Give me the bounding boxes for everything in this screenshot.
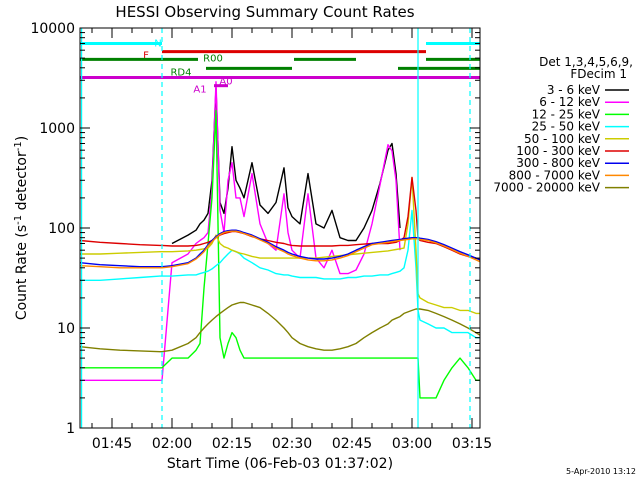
x-tick-label-02-15: 02:15 [212, 436, 252, 452]
y-axis-label-mid: detector [14, 151, 30, 215]
series-line-3-6-kev [171, 87, 401, 245]
series-line-50-100-kev [80, 176, 480, 315]
y-tick-label-1000: 1000 [39, 121, 75, 137]
legend-label-7000-20000-kev: 7000 - 20000 keV [493, 181, 600, 195]
x-tick-label-02-00: 02:00 [152, 436, 192, 452]
flag-label-rd4: RD4 [170, 67, 191, 78]
legend-header-1: Det 1,3,4,5,6,9, [539, 55, 633, 69]
y-tick-label-10000: 10000 [30, 21, 75, 37]
x-tick-label-03-15: 03:15 [452, 436, 492, 452]
flag-label-f: F [143, 51, 149, 62]
y-axis-label: Count Rate (s-1 detector-1) [13, 136, 30, 320]
x-tick-label-03-00: 03:00 [392, 436, 432, 452]
flag-label-a0: A0 [219, 76, 232, 87]
legend-label-12-25-kev: 12 - 25 keV [532, 107, 601, 121]
x-axis-ticks: 01:45 02:00 02:15 02:30 02:45 03:00 03:15 [91, 28, 492, 452]
legend-label-6-12-kev: 6 - 12 keV [539, 95, 601, 109]
flag-label-a1: A1 [193, 85, 206, 96]
y-tick-label-10: 10 [57, 321, 75, 337]
series-line-800-7000-kev [79, 230, 481, 269]
y-axis-label-sup2: -1 [13, 141, 24, 151]
legend-label-3-6-kev: 3 - 6 keV [547, 83, 601, 97]
y-axis-ticks: 1 10 100 1000 10000 [30, 21, 480, 437]
y-axis-label-sup1: -1 [13, 215, 24, 225]
legend-label-300-800-kev: 300 - 800 keV [516, 156, 600, 170]
series-line-300-800-kev [79, 229, 481, 268]
series-line-25-50-kev [80, 209, 480, 339]
x-axis-label: Start Time (06-Feb-03 01:37:02) [167, 456, 393, 472]
y-tick-label-100: 100 [48, 221, 75, 237]
series-layer [79, 81, 481, 399]
series-line-100-300-kev [79, 176, 481, 261]
footer-date: 5-Apr-2010 13:12 [566, 467, 636, 476]
series-line-12-25-kev [80, 109, 480, 399]
x-tick-label-01-45: 01:45 [92, 436, 132, 452]
y-tick-label-1: 1 [66, 421, 75, 437]
series-line-6-12-kev [80, 81, 401, 381]
legend-label-100-300-kev: 100 - 300 keV [516, 144, 600, 158]
y-axis-label-main: Count Rate (s [14, 225, 30, 320]
series-line-7000-20000-kev [79, 301, 481, 353]
x-tick-label-02-30: 02:30 [272, 436, 312, 452]
legend-label-50-100-kev: 50 - 100 keV [524, 132, 601, 146]
chart-title: HESSI Observing Summary Count Rates [115, 3, 414, 21]
flag-layer: NF R00 RD4 A0 A1 [80, 38, 480, 96]
flag-label-n: N [154, 38, 161, 49]
legend-label-800-7000-kev: 800 - 7000 keV [509, 168, 601, 182]
flag-label-r00: R00 [203, 53, 223, 64]
legend-label-25-50-kev: 25 - 50 keV [532, 120, 601, 134]
x-tick-label-02-45: 02:45 [332, 436, 372, 452]
legend-header-2: FDecim 1 [570, 67, 627, 81]
y-axis-label-end: ) [14, 136, 30, 141]
